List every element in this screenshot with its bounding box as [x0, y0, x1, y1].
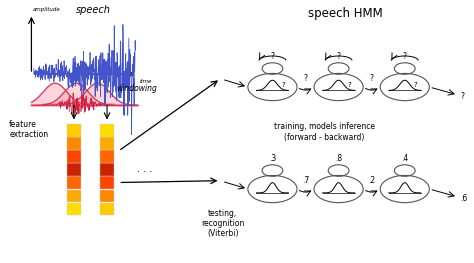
- Text: .6: .6: [460, 194, 467, 203]
- Bar: [100, 124, 114, 137]
- Text: . . .: . . .: [137, 164, 153, 174]
- Text: ?: ?: [413, 82, 417, 88]
- Bar: [67, 176, 81, 189]
- Text: .2: .2: [368, 176, 375, 185]
- Text: .7: .7: [302, 176, 309, 185]
- Text: ?: ?: [271, 52, 274, 61]
- Bar: [67, 150, 81, 163]
- Bar: [100, 176, 114, 189]
- Bar: [67, 203, 81, 215]
- Text: speech HMM: speech HMM: [308, 7, 383, 20]
- Text: amplitude: amplitude: [32, 7, 60, 12]
- Bar: [100, 203, 114, 215]
- Text: testing,
recognition
(Viterbi): testing, recognition (Viterbi): [201, 209, 245, 239]
- Text: speech: speech: [75, 5, 110, 15]
- Text: .3: .3: [269, 154, 276, 163]
- Text: ?: ?: [337, 52, 341, 61]
- Bar: [100, 190, 114, 202]
- Text: ?: ?: [370, 74, 374, 83]
- Text: time: time: [140, 79, 153, 84]
- Text: ?: ?: [403, 52, 407, 61]
- Text: .4: .4: [401, 154, 409, 163]
- Text: ?: ?: [281, 82, 285, 88]
- Bar: [67, 163, 81, 176]
- Bar: [67, 124, 81, 137]
- Bar: [67, 190, 81, 202]
- Bar: [100, 163, 114, 176]
- Text: .8: .8: [335, 154, 342, 163]
- Text: ?: ?: [460, 92, 464, 101]
- Text: training, models inference
(forward - backward): training, models inference (forward - ba…: [274, 122, 375, 142]
- Bar: [67, 137, 81, 150]
- Text: windowing: windowing: [117, 84, 157, 93]
- Text: feature
extraction: feature extraction: [9, 120, 48, 139]
- Bar: [100, 137, 114, 150]
- Bar: [100, 150, 114, 163]
- Text: ?: ?: [303, 74, 308, 83]
- Text: ?: ?: [347, 82, 351, 88]
